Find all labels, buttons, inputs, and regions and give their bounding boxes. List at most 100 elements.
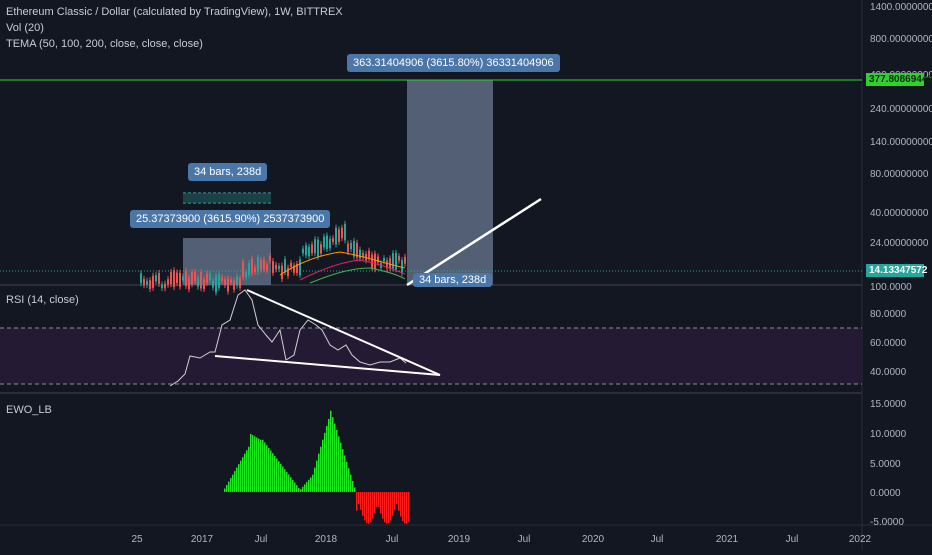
ewo-bar xyxy=(320,446,322,492)
ewo-bar xyxy=(338,436,340,492)
ewo-bar xyxy=(300,489,302,492)
time-tick-label: Jul xyxy=(386,534,399,545)
ewo-bar xyxy=(236,467,238,492)
ewo-bar xyxy=(266,445,268,492)
ewo-bar xyxy=(238,464,240,492)
candle-body xyxy=(194,271,196,282)
candle-body xyxy=(374,253,376,270)
ewo-bar xyxy=(276,458,278,492)
ewo-axis-ticks: 15.0000 10.0000 5.0000 0.0000 -5.0000 xyxy=(870,399,907,528)
candle-body xyxy=(272,261,274,273)
candle-body xyxy=(350,242,352,250)
candle-body xyxy=(320,244,322,254)
candle-body xyxy=(197,277,199,287)
volume-legend[interactable]: Vol (20) xyxy=(6,22,44,34)
tema-100-line xyxy=(299,259,406,281)
candle-body xyxy=(293,265,295,273)
rsi-legend[interactable]: RSI (14, close) xyxy=(6,294,79,306)
ewo-bar xyxy=(340,442,342,492)
ewo-bar xyxy=(314,467,316,492)
time-tick-label: 2019 xyxy=(448,534,471,545)
rsi-descending-trendline xyxy=(246,289,441,376)
candle-body xyxy=(140,273,142,284)
ewo-tick-label: 5.0000 xyxy=(870,459,901,470)
ewo-bar xyxy=(226,485,228,492)
ewo-bar xyxy=(394,492,396,510)
ewo-bar xyxy=(384,492,386,523)
large-bars-label: 34 bars, 238d xyxy=(413,273,493,287)
candle-body xyxy=(206,273,208,283)
time-tick-label: 25 xyxy=(131,534,143,545)
candle-body xyxy=(308,246,310,257)
candle-body xyxy=(176,272,178,284)
ewo-bar xyxy=(386,492,388,524)
ewo-bar xyxy=(352,480,354,492)
candle-body xyxy=(158,272,160,284)
candle-body xyxy=(221,277,223,281)
candle-body xyxy=(368,250,370,259)
candle-body xyxy=(362,252,364,258)
ewo-bar xyxy=(390,492,392,521)
ewo-bar xyxy=(328,418,330,492)
current-price-tag: 14.13347572 xyxy=(866,264,927,277)
ewo-bar xyxy=(370,492,372,523)
ewo-bar xyxy=(388,492,390,524)
ewo-bar xyxy=(306,482,308,492)
price-axis-ticks: 1400.00000000800.00000000400.00000000240… xyxy=(870,2,932,249)
rsi-tick-label: 100.0000 xyxy=(870,282,912,293)
candle-body xyxy=(353,240,355,257)
candle-body xyxy=(290,262,292,267)
candle-body xyxy=(257,257,259,272)
ewo-bar xyxy=(304,484,306,492)
candle-body xyxy=(242,261,244,278)
ewo-histogram xyxy=(224,410,410,524)
tema-legend[interactable]: TEMA (50, 100, 200, close, close, close) xyxy=(6,38,203,50)
ewo-bar xyxy=(378,492,380,507)
price-tick-label: 40.00000000 xyxy=(870,208,929,219)
candle-body xyxy=(146,280,148,285)
candle-body xyxy=(401,260,403,274)
candle-body xyxy=(404,256,406,264)
ewo-tick-label: 0.0000 xyxy=(870,488,901,499)
rsi-tick-label: 60.0000 xyxy=(870,338,907,349)
candle-body xyxy=(254,267,256,272)
candle-body xyxy=(326,235,328,249)
candle-body xyxy=(149,280,151,290)
candle-body xyxy=(248,262,250,276)
time-tick-label: Jul xyxy=(651,534,664,545)
ewo-bar xyxy=(286,471,288,492)
ewo-bar xyxy=(292,479,294,492)
time-tick-label: 2020 xyxy=(582,534,605,545)
ewo-bar xyxy=(346,461,348,492)
ewo-bar xyxy=(294,482,296,492)
ewo-bar xyxy=(408,492,410,522)
ewo-bar xyxy=(360,492,362,510)
small-change-label: 25.37373900 (3615.90%) 2537373900 xyxy=(130,210,331,228)
rsi-tick-label: 80.0000 xyxy=(870,309,907,320)
ewo-bar xyxy=(366,492,368,524)
candle-body xyxy=(236,276,238,286)
time-axis-ticks: 25 2017 Jul 2018 Jul 2019 Jul 2020 Jul 2021 Jul 202… xyxy=(131,534,871,545)
ewo-bar xyxy=(246,450,248,492)
candle-body xyxy=(182,276,184,281)
ewo-bar xyxy=(278,461,280,492)
ewo-bar xyxy=(350,474,352,492)
candle-body xyxy=(266,264,268,271)
candle-body xyxy=(356,242,358,258)
candle-body xyxy=(302,248,304,254)
ewo-bar xyxy=(258,438,260,492)
ewo-bar xyxy=(268,447,270,492)
ewo-bar xyxy=(362,492,364,516)
ewo-legend[interactable]: EWO_LB xyxy=(6,404,52,416)
ewo-bar xyxy=(298,487,300,492)
ewo-bar xyxy=(270,450,272,492)
candle-body xyxy=(218,274,220,288)
ewo-bar xyxy=(380,492,382,514)
candle-body xyxy=(389,258,391,269)
candle-body xyxy=(305,245,307,256)
time-tick-label: Jul xyxy=(255,534,268,545)
ewo-bar xyxy=(342,449,344,492)
candle-body xyxy=(344,223,346,241)
